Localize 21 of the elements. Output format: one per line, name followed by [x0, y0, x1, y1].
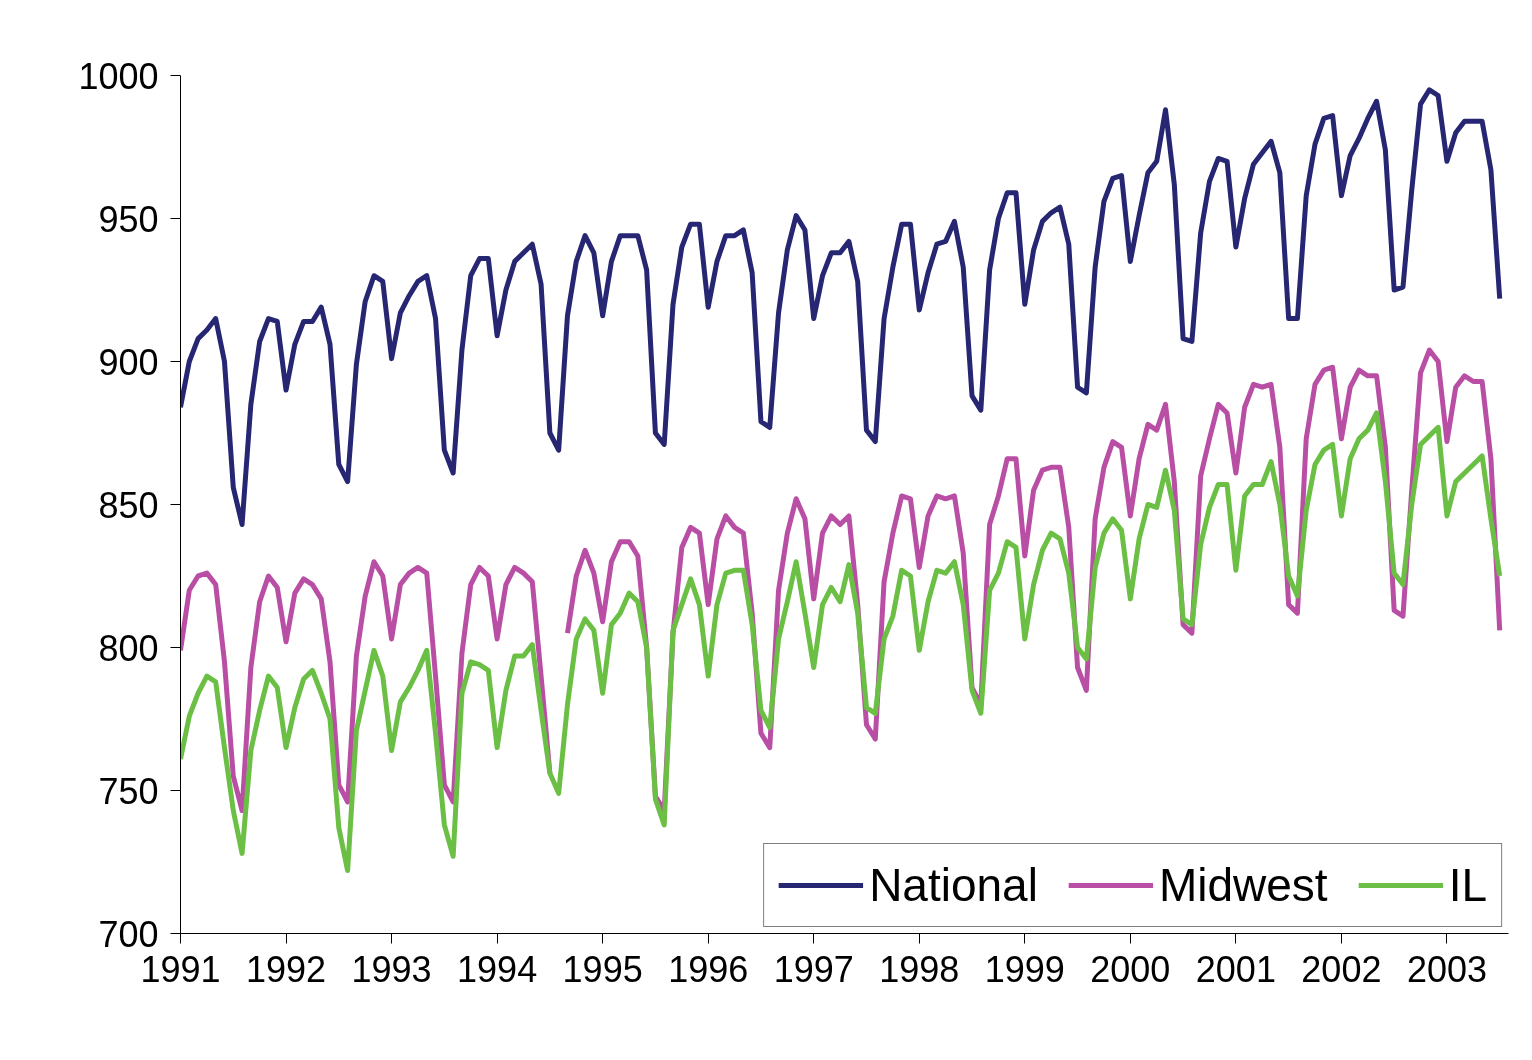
legend-label: IL	[1448, 858, 1487, 912]
x-tick-label: 2001	[1195, 948, 1276, 990]
x-tick-label: 2002	[1301, 948, 1382, 990]
x-tick-label: 1995	[562, 948, 643, 990]
x-tick-label: 2000	[1090, 948, 1171, 990]
y-tick-label: 1000	[78, 55, 159, 97]
x-tick-label: 1992	[245, 948, 327, 990]
y-tick-label: 850	[98, 484, 159, 526]
y-tick-label: 900	[98, 341, 159, 383]
legend-label: Midwest	[1158, 858, 1328, 912]
x-tick-label: 1996	[668, 948, 749, 990]
x-tick-label: 1998	[879, 948, 960, 990]
y-tick-label: 800	[98, 627, 159, 669]
x-tick-label: 1994	[457, 948, 538, 990]
legend-label: National	[869, 858, 1038, 912]
x-tick-label: 1993	[351, 948, 432, 990]
y-tick-label: 750	[98, 770, 159, 812]
y-tick-label: 950	[98, 198, 159, 240]
x-tick-label: 2003	[1406, 948, 1487, 990]
x-tick-label: 1997	[773, 948, 854, 990]
x-tick-label: 1999	[984, 948, 1065, 990]
